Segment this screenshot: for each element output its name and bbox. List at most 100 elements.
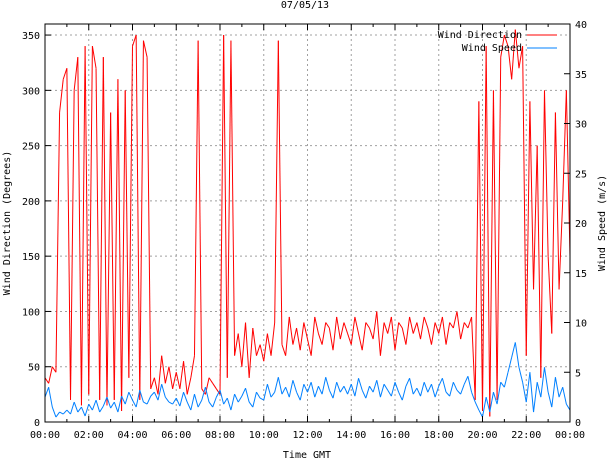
line-segment (554, 377, 560, 398)
line-segment (48, 387, 53, 408)
line-segment (135, 35, 141, 400)
line-segment (529, 372, 535, 413)
line-segment (558, 387, 564, 398)
line-segment (237, 333, 243, 367)
line-segment (518, 46, 524, 69)
line-segment (412, 387, 418, 395)
line-segment (106, 396, 112, 409)
line-segment (223, 35, 228, 378)
line-segment (343, 385, 349, 395)
line-segment (456, 311, 462, 340)
line-segment (394, 382, 400, 393)
line-segment (420, 382, 425, 397)
line-segment (70, 401, 75, 415)
line-segment (361, 322, 367, 351)
line-segment (219, 390, 225, 405)
line-segment (314, 386, 319, 398)
line-segment (124, 392, 130, 405)
line-segment (102, 396, 108, 407)
line-segment (460, 322, 465, 340)
line-segment (84, 403, 90, 417)
line-segment (168, 401, 173, 405)
line-segment (485, 397, 491, 413)
line-segment (113, 79, 119, 400)
line-segment (554, 112, 560, 290)
line-segment (102, 57, 108, 406)
line-segment (201, 388, 206, 395)
x-tick-label: 16:00 (380, 430, 410, 441)
y2-tick-label: 20 (575, 219, 587, 230)
line-segment (190, 394, 195, 411)
line-segment (263, 333, 268, 362)
line-segment (70, 90, 75, 400)
line-segment (522, 382, 527, 403)
line-segment (547, 256, 553, 334)
line-segment (270, 391, 276, 398)
line-segment (44, 387, 50, 398)
line-segment (325, 377, 330, 391)
line-segment (525, 101, 531, 356)
line-segment (478, 101, 483, 411)
line-segment (106, 112, 112, 406)
line-segment (88, 403, 93, 411)
line-segment (95, 399, 101, 413)
line-segment (303, 322, 308, 340)
legend-label-direction: Wind Direction (438, 30, 522, 41)
line-segment (409, 378, 414, 395)
x-tick-label: 00:00 (30, 430, 60, 441)
x-tick-label: 00:00 (555, 430, 585, 441)
line-segment (307, 338, 312, 356)
line-segment (478, 409, 483, 418)
series-wind-speed (44, 342, 571, 418)
line-segment (365, 386, 370, 399)
line-segment (336, 382, 341, 393)
line-segment (383, 383, 389, 391)
line-segment (536, 145, 542, 378)
line-segment (543, 90, 549, 257)
line-segment (503, 372, 509, 388)
line-segment (551, 112, 556, 334)
line-segment (292, 380, 298, 393)
line-segment (441, 378, 447, 393)
line-segment (536, 382, 542, 398)
line-segment (420, 316, 425, 340)
line-segment (230, 40, 236, 356)
line-segment (511, 29, 516, 80)
line-segment (95, 68, 101, 400)
line-segment (332, 316, 338, 351)
line-segment (299, 322, 305, 351)
line-segment (263, 384, 268, 401)
line-segment (212, 396, 217, 408)
line-segment (514, 29, 520, 69)
line-segment (347, 384, 352, 395)
line-segment (252, 327, 257, 356)
line-segment (339, 385, 345, 393)
line-segment (412, 322, 418, 334)
line-segment (390, 382, 396, 397)
line-segment (80, 406, 86, 417)
line-segment (467, 316, 473, 329)
line-segment (208, 377, 214, 384)
line-segment (288, 316, 294, 345)
line-segment (59, 411, 64, 415)
line-segment (500, 381, 505, 388)
legend: Wind Direction Wind Speed (438, 30, 557, 54)
line-segment (303, 383, 308, 393)
line-segment (383, 322, 389, 334)
line-segment (405, 378, 411, 387)
line-segment (51, 366, 57, 373)
line-segment (132, 399, 137, 408)
line-segment (354, 316, 360, 334)
line-segment (51, 406, 57, 418)
y-tick-label: 150 (22, 252, 40, 263)
line-segment (533, 145, 538, 290)
line-segment (551, 377, 556, 408)
line-segment (540, 367, 545, 398)
line-segment (285, 387, 290, 398)
line-segment (358, 378, 363, 391)
line-segment (547, 392, 553, 408)
line-segment (336, 316, 341, 340)
line-segment (172, 397, 177, 405)
line-segment (474, 101, 480, 400)
line-segment (161, 355, 166, 384)
